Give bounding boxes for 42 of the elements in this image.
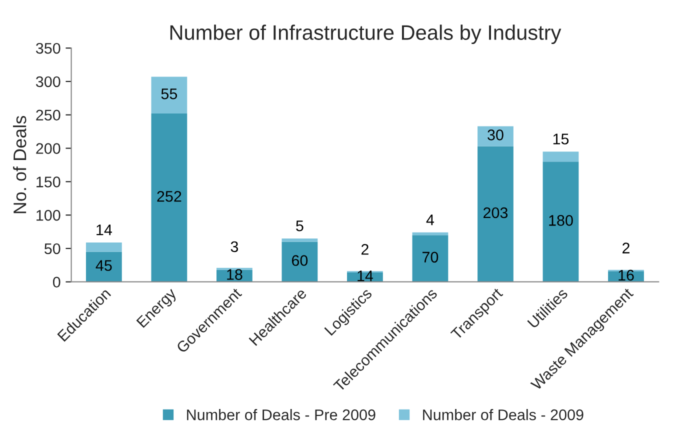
bar	[282, 242, 318, 282]
bar	[478, 146, 514, 282]
data-label: 4	[426, 214, 434, 226]
bar	[86, 252, 122, 282]
bar	[412, 235, 448, 282]
data-label: 3	[230, 241, 238, 252]
y-axis-title: No. of Deals	[13, 116, 26, 214]
data-label: 30	[488, 130, 504, 140]
chart-title: Number of Infrastructure Deals by Industry	[170, 24, 562, 44]
y-tick-label: 100	[36, 210, 60, 221]
data-label: 14	[358, 270, 374, 282]
data-label: 18	[227, 269, 242, 280]
data-label: 45	[96, 260, 112, 271]
data-label: 14	[96, 224, 112, 236]
data-label: 180	[549, 215, 573, 226]
bar	[151, 114, 188, 282]
y-tick-label: 200	[36, 143, 60, 154]
bar	[478, 126, 514, 146]
data-label: 2	[622, 242, 630, 254]
bar	[542, 162, 579, 282]
data-label: 252	[157, 190, 182, 202]
legend-label: Number of Deals - 2009	[423, 409, 584, 420]
bar	[151, 76, 188, 114]
y-tick-label: 350	[36, 42, 60, 54]
y-tick-label: 250	[36, 110, 60, 121]
data-label: 15	[553, 134, 569, 144]
y-tick-label: 0	[52, 276, 60, 288]
y-tick-label: 50	[44, 243, 60, 254]
bar	[542, 152, 579, 162]
data-label: 203	[484, 207, 508, 218]
data-label: 55	[161, 88, 178, 100]
data-label: 2	[361, 244, 368, 255]
data-label: 60	[292, 255, 308, 266]
data-label: 16	[618, 270, 634, 281]
data-label: 5	[296, 220, 304, 232]
y-tick-label: 150	[36, 176, 60, 188]
bar	[282, 238, 318, 242]
data-label: 70	[422, 252, 438, 263]
legend-label: Number of Deals - Pre 2009	[187, 409, 376, 420]
bar	[86, 242, 122, 252]
y-tick-label: 300	[36, 76, 60, 88]
bar	[412, 232, 448, 236]
